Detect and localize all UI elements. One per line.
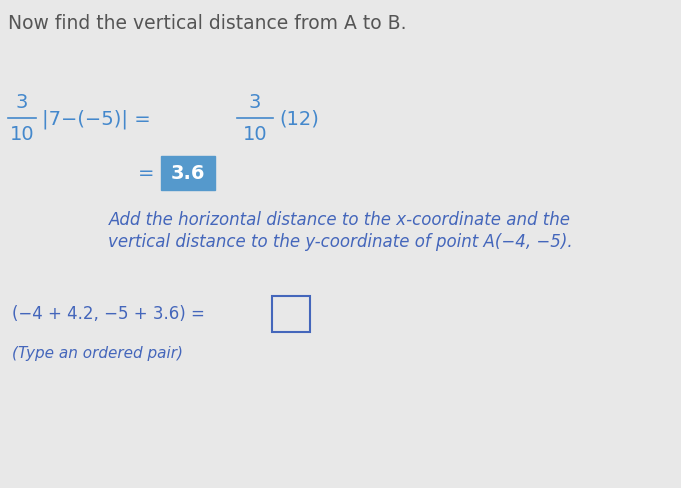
Text: 3.6: 3.6 — [171, 164, 205, 183]
Text: 10: 10 — [242, 125, 268, 144]
Text: vertical distance to the y-coordinate of point A(−4, −5).: vertical distance to the y-coordinate of… — [108, 232, 572, 250]
Text: (−4 + 4.2, −5 + 3.6) =: (−4 + 4.2, −5 + 3.6) = — [12, 305, 205, 323]
Text: (Type an ordered pair): (Type an ordered pair) — [12, 346, 183, 361]
FancyBboxPatch shape — [272, 296, 310, 332]
Text: 3: 3 — [16, 93, 28, 112]
Text: Now find the vertical distance from A to B.: Now find the vertical distance from A to… — [8, 14, 407, 33]
Text: |7−(−5)| =: |7−(−5)| = — [42, 109, 151, 128]
Text: 10: 10 — [10, 125, 34, 144]
Text: =: = — [138, 164, 155, 183]
Text: Add the horizontal distance to the x-coordinate and the: Add the horizontal distance to the x-coo… — [109, 210, 571, 228]
Text: 3: 3 — [249, 93, 262, 112]
FancyBboxPatch shape — [161, 157, 215, 191]
Text: (12): (12) — [279, 109, 319, 128]
